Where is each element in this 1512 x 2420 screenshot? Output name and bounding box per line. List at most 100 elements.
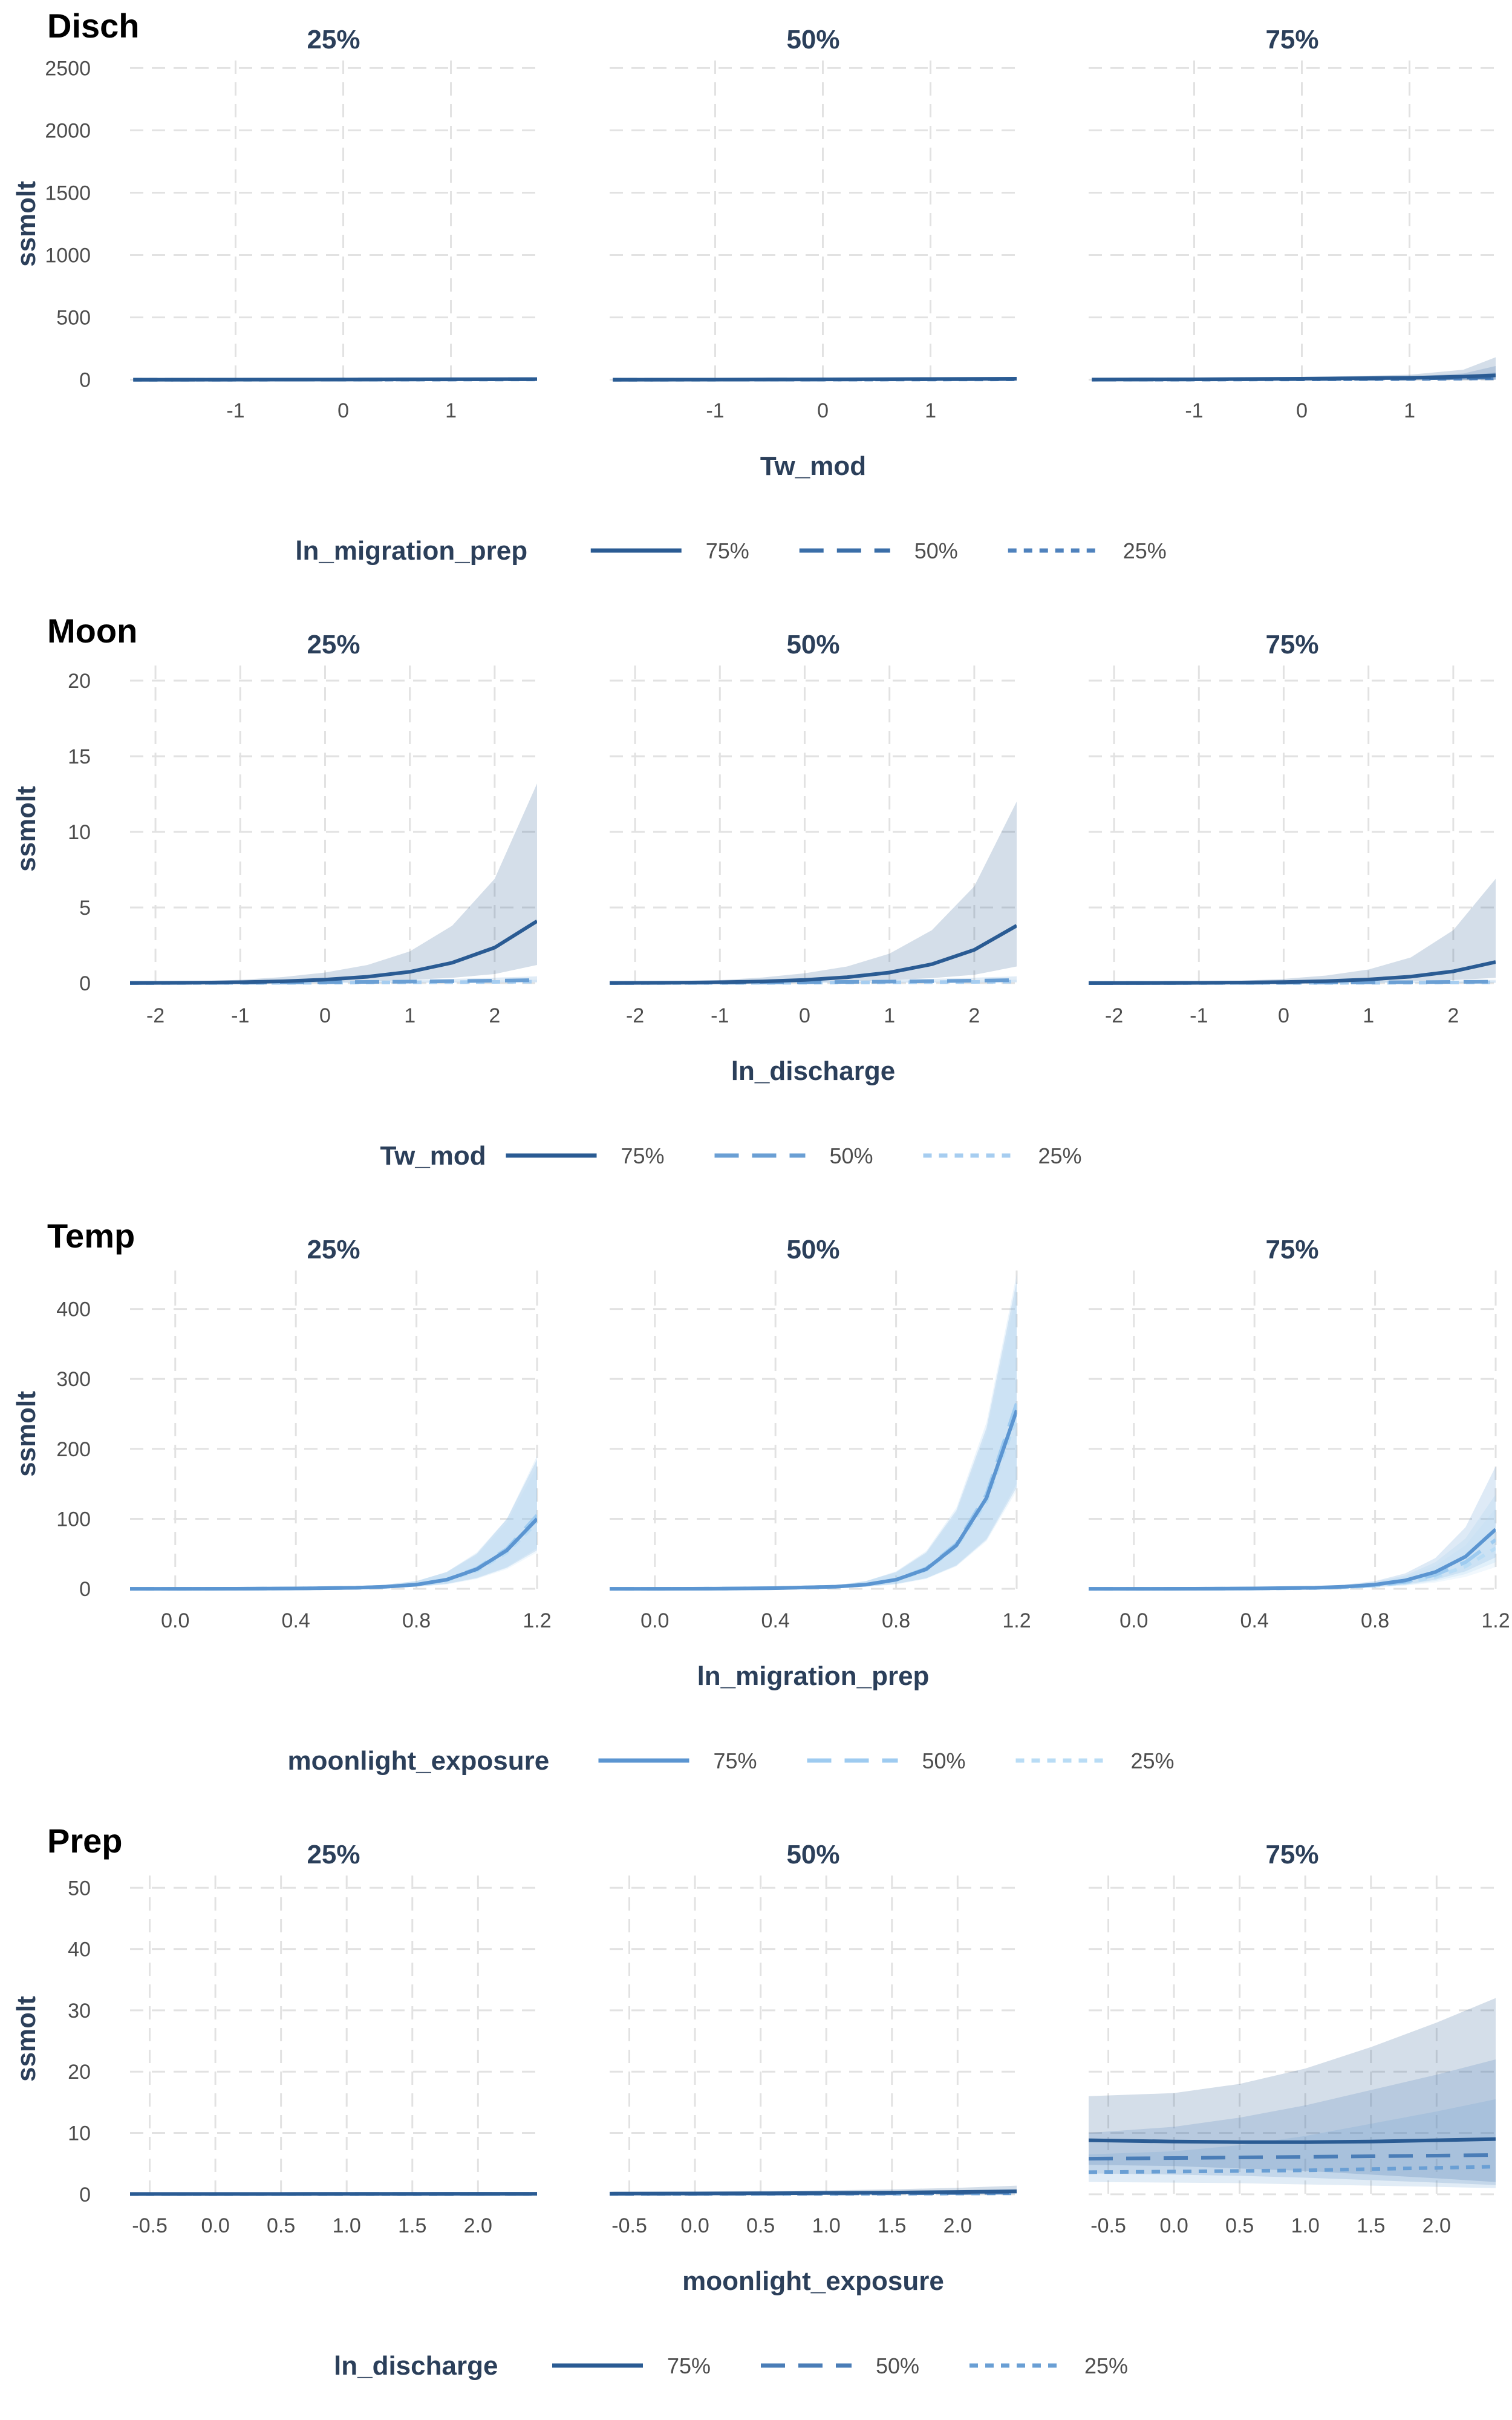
legend-label: 25%	[1038, 1143, 1082, 1168]
y-tick-label: 0	[79, 1578, 91, 1601]
legend: ln_discharge 75% 50% 25%	[334, 2351, 1128, 2381]
y-tick-label: 15	[68, 745, 91, 768]
x-tick-label: 1	[1363, 1004, 1374, 1027]
x-tick-label: 0.8	[1361, 1609, 1389, 1632]
x-axis-title: ln_discharge	[731, 1056, 895, 1086]
y-tick-label: 30	[68, 2000, 91, 2023]
row-title: Moon	[47, 612, 137, 650]
panel-strip-label: 25%	[307, 25, 360, 54]
x-tick-label: 0.4	[761, 1609, 790, 1632]
series-line-75	[130, 919, 537, 985]
x-tick-label: 1.2	[523, 1609, 551, 1632]
legend: moonlight_exposure 75% 50% 25%	[288, 1746, 1175, 1776]
series-line-75	[1092, 373, 1496, 382]
legend-label: 25%	[1084, 2353, 1128, 2378]
x-tick-label: -0.5	[611, 2214, 647, 2237]
x-tick-label: 2.0	[464, 2214, 492, 2237]
panel-strip-label: 75%	[1265, 630, 1318, 659]
panel-plot-area	[610, 2185, 1017, 2196]
legend-label: 50%	[876, 2353, 919, 2378]
panel-strip-label: 50%	[786, 630, 839, 659]
panel-strip-label: 75%	[1265, 1840, 1318, 1869]
series-line-75	[130, 1517, 537, 1591]
series-line-75	[133, 377, 537, 382]
panel-plot-area	[130, 2192, 537, 2196]
x-tick-label: 2.0	[943, 2214, 972, 2237]
x-tick-label: 0.5	[746, 2214, 775, 2237]
panel-2: 50% -0.5 0.0 0.5 1.0 1.5 2.0	[610, 1840, 1017, 2237]
panel-strip-label: 50%	[786, 1235, 839, 1264]
legend-label: 25%	[1123, 538, 1167, 563]
panel-strip-label: 75%	[1265, 1235, 1318, 1264]
x-tick-label: 1.0	[333, 2214, 361, 2237]
x-tick-label: 1	[884, 1004, 895, 1027]
series-line-75	[613, 376, 1017, 382]
legend-label: 50%	[922, 1748, 966, 1773]
panel-strip-label: 25%	[307, 1235, 360, 1264]
panel-2: 50% -1 0 1	[610, 25, 1017, 422]
x-tick-label: 2	[968, 1004, 980, 1027]
x-tick-label: -0.5	[132, 2214, 168, 2237]
legend: Tw_mod 75% 50% 25%	[380, 1141, 1082, 1171]
ci-band-75	[1089, 878, 1496, 983]
x-tick-label: -1	[1190, 1004, 1208, 1027]
ci-band-50	[1089, 2059, 1496, 2185]
chart-prep: Prep ssmolt 0 10 20 30 40 50 25% -0.5 0.0 0.5 1.0 1.5…	[11, 1822, 1496, 2381]
legend-label: 75%	[714, 1748, 757, 1773]
panel-plot-area	[1089, 1998, 1496, 2188]
x-tick-label: 1.5	[398, 2214, 426, 2237]
panel-2: 50% 0.0 0.4 0.8 1.2	[610, 1235, 1031, 1632]
panel-plot-area	[1092, 357, 1496, 382]
x-tick-label: 2	[489, 1004, 500, 1027]
x-tick-label: -1	[706, 399, 724, 422]
y-tick-label: 20	[68, 2061, 91, 2084]
series-line-50	[1089, 2153, 1496, 2161]
x-axis-title: Tw_mod	[760, 451, 866, 481]
legend-title: moonlight_exposure	[288, 1746, 550, 1776]
panel-2: 50% -2 -1 0 1 2	[610, 630, 1017, 1027]
y-axis-title: ssmolt	[11, 181, 41, 267]
x-tick-label: 1.0	[1291, 2214, 1320, 2237]
x-tick-label: -2	[1105, 1004, 1123, 1027]
y-axis-title: ssmolt	[11, 1391, 41, 1477]
row-title: Temp	[47, 1217, 135, 1255]
x-tick-label: 0.4	[1240, 1609, 1269, 1632]
series-line-75	[1089, 1528, 1496, 1591]
panel-1: 25% -0.5 0.0 0.5 1.0 1.5 2.0	[130, 1840, 537, 2237]
y-tick-label: 300	[56, 1368, 91, 1391]
y-tick-label: 10	[68, 2122, 91, 2145]
panel-plot-area	[610, 1274, 1017, 1591]
x-tick-label: 0.8	[402, 1609, 431, 1632]
row-title: Prep	[47, 1822, 123, 1860]
panel-plot-area	[613, 376, 1017, 382]
y-tick-label: 1000	[45, 244, 91, 267]
x-tick-label: 0.0	[1159, 2214, 1188, 2237]
x-tick-label: 2.0	[1422, 2214, 1451, 2237]
x-tick-label: -1	[231, 1004, 249, 1027]
x-tick-label: 0.0	[161, 1609, 189, 1632]
x-tick-label: 0	[1278, 1004, 1289, 1027]
panel-plot-area	[610, 802, 1017, 985]
x-tick-label: -2	[626, 1004, 644, 1027]
panel-plot-area	[130, 783, 537, 985]
x-tick-label: 0.5	[1225, 2214, 1254, 2237]
y-tick-label: 20	[68, 670, 91, 693]
x-tick-label: 0	[1296, 399, 1308, 422]
x-tick-label: -1	[1185, 399, 1203, 422]
x-tick-label: -1	[711, 1004, 729, 1027]
legend-label: 75%	[706, 538, 749, 563]
y-tick-label: 50	[68, 1877, 91, 1900]
x-tick-label: 0.5	[267, 2214, 295, 2237]
row-title: Disch	[47, 7, 140, 45]
legend-label: 50%	[914, 538, 958, 563]
x-axis-title: ln_migration_prep	[697, 1661, 930, 1691]
y-tick-label: 0	[79, 972, 91, 995]
x-tick-label: 1	[925, 399, 936, 422]
x-tick-label: 0.0	[201, 2214, 229, 2237]
y-tick-label: 500	[56, 307, 91, 330]
legend-label: 25%	[1131, 1748, 1175, 1773]
x-tick-label: -1	[226, 399, 244, 422]
legend-title: ln_discharge	[334, 2351, 498, 2381]
panel-strip-label: 25%	[307, 1840, 360, 1869]
